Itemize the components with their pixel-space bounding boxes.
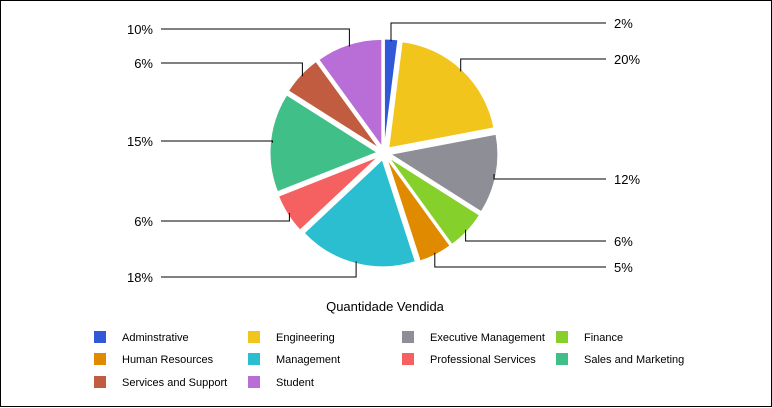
legend-item-sales-and-marketing: Sales and Marketing	[556, 353, 684, 366]
leader-line-adminstrative	[390, 22, 606, 42]
leader-line-professional-services	[161, 213, 290, 222]
legend-swatch	[94, 331, 106, 343]
legend-item-services-and-support: Services and Support	[94, 376, 227, 389]
legend-item-student: Student	[248, 376, 314, 389]
slice-student	[318, 38, 383, 148]
legend-swatch	[248, 376, 260, 388]
leader-line-executive-management	[493, 174, 606, 180]
slice-professional-services	[277, 156, 379, 231]
legend-label: Student	[276, 377, 314, 389]
legend-item-executive-management: Executive Management	[402, 331, 545, 344]
legend-item-finance: Finance	[556, 331, 623, 344]
legend: Adminstrative Engineering Executive Manage…	[94, 331, 684, 389]
percent-label-management: 18%	[127, 270, 153, 285]
leader-line-human-resources	[434, 252, 606, 268]
legend-swatch	[556, 353, 568, 365]
legend-label: Human Resources	[122, 354, 214, 366]
leader-line-services-and-support	[161, 62, 303, 77]
percent-labels: 2% 20% 12% 6% 5% 18% 6% 15% 6% 10%	[127, 16, 640, 285]
percent-label-services-and-support: 6%	[134, 56, 153, 71]
legend-label: Sales and Marketing	[584, 354, 684, 366]
percent-label-sales-and-marketing: 15%	[127, 134, 153, 149]
slice-sales-and-marketing	[269, 94, 379, 193]
leader-line-student	[161, 28, 350, 47]
legend-item-human-resources: Human Resources	[94, 353, 214, 366]
percent-label-executive-management: 12%	[614, 172, 640, 187]
legend-label: Management	[276, 354, 340, 366]
slice-engineering	[388, 41, 495, 149]
leader-line-engineering	[460, 58, 606, 72]
legend-label: Finance	[584, 332, 623, 344]
chart-title: Quantidade Vendida	[326, 299, 445, 314]
legend-label: Engineering	[276, 332, 335, 344]
percent-label-engineering: 20%	[614, 52, 640, 67]
legend-swatch	[248, 331, 260, 343]
legend-swatch	[248, 353, 260, 365]
legend-item-adminstrative: Adminstrative	[94, 331, 189, 344]
percent-label-student: 10%	[127, 22, 153, 37]
legend-swatch	[402, 331, 414, 343]
pie-slices	[269, 38, 499, 268]
leader-lines	[161, 22, 606, 278]
legend-item-management: Management	[248, 353, 340, 366]
percent-label-finance: 6%	[614, 234, 633, 249]
legend-swatch	[556, 331, 568, 343]
leader-line-finance	[465, 229, 606, 242]
slice-human-resources	[386, 158, 451, 262]
legend-label: Professional Services	[430, 354, 536, 366]
percent-label-professional-services: 6%	[134, 214, 153, 229]
legend-item-engineering: Engineering	[248, 331, 335, 344]
legend-item-professional-services: Professional Services	[402, 353, 536, 366]
percent-label-adminstrative: 2%	[614, 16, 633, 31]
legend-swatch	[94, 376, 106, 388]
leader-line-management	[161, 261, 357, 278]
slice-services-and-support	[287, 60, 380, 149]
legend-swatch	[402, 353, 414, 365]
legend-label: Services and Support	[122, 377, 227, 389]
legend-label: Executive Management	[430, 332, 545, 344]
legend-label: Adminstrative	[122, 332, 189, 344]
legend-swatch	[94, 353, 106, 365]
slice-executive-management	[389, 133, 499, 213]
percent-label-human-resources: 5%	[614, 260, 633, 275]
slice-finance	[388, 157, 481, 246]
leader-line-sales-and-marketing	[161, 140, 273, 143]
